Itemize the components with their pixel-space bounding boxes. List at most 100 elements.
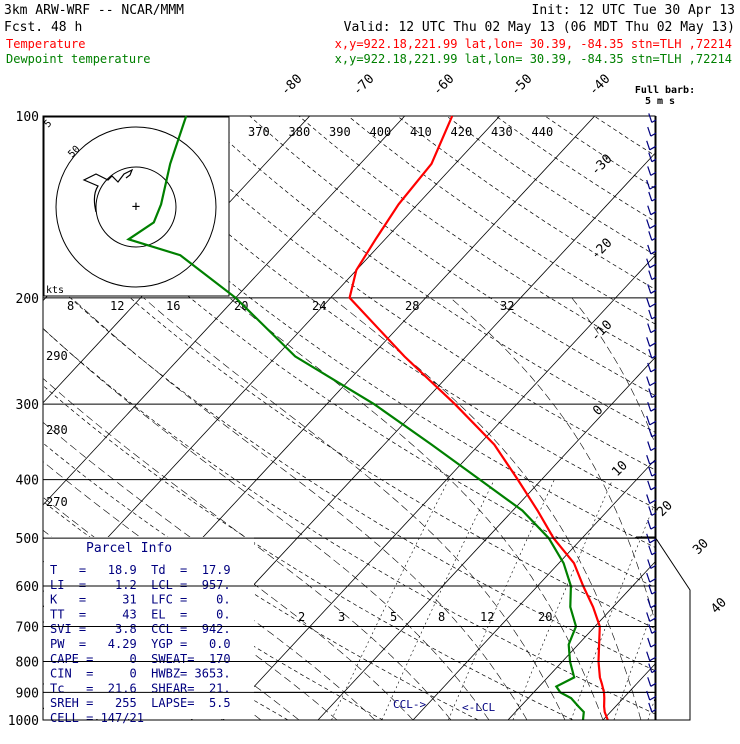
pressure-tick-label: 500 — [16, 532, 39, 547]
isotherm-tick-label: 40 — [708, 595, 730, 617]
dewpoint-legend-label: Dewpoint temperature — [6, 52, 151, 66]
mixing-ratio-tick-label: 20 — [234, 299, 248, 313]
isotherm-tick-label: -80 — [278, 72, 305, 99]
forecast-hour: Fcst. 48 h — [4, 20, 82, 35]
theta-tick-label: 390 — [329, 125, 351, 139]
wind-barb-flag — [649, 624, 652, 633]
pressure-tick-label: 400 — [16, 474, 39, 489]
wind-barb-flag — [647, 219, 650, 228]
lcl-marker: <-LCL — [462, 701, 495, 714]
parcel-info-row: K = 31 LFC = 0. — [50, 593, 231, 607]
moist-adiabat-line — [332, 298, 641, 720]
wind-barb-flag — [648, 559, 651, 568]
dewpoint-location: x,y=922.18,221.99 lat,lon= 30.39, -84.35… — [335, 52, 732, 66]
mixing-ratio-tick-label: 12 — [110, 299, 124, 313]
wind-barb-flag — [648, 442, 651, 451]
theta-tick-label: 430 — [491, 125, 513, 139]
wind-barb-flag — [647, 259, 650, 268]
parcel-info-row: SVI = 3.8 CCL = 942. — [50, 622, 231, 636]
mixing-ratio-tick-label: 16 — [166, 299, 180, 313]
wind-barb-flag — [647, 141, 650, 150]
wind-barb-flag — [649, 546, 652, 555]
isotherm-tick-label: 0 — [590, 403, 606, 419]
init-time: Init: 12 UTC Tue 30 Apr 13 — [532, 3, 736, 18]
wind-barb-flag — [648, 677, 651, 686]
pressure-tick-label: 100 — [16, 110, 39, 125]
hodograph-units: kts — [46, 285, 64, 296]
mixing-ratio-line — [722, 480, 740, 720]
wind-barb-flag — [648, 245, 651, 254]
mixing-ratio-tick-label: 32 — [500, 299, 514, 313]
mixing-ratio-tick-label: 8 — [438, 610, 445, 624]
theta-tick-label-low: 280 — [46, 423, 68, 437]
wind-legend-value: 5 m s — [645, 96, 675, 107]
hodograph: + 50 5 kts — [42, 117, 229, 296]
wind-barb-flag — [649, 192, 652, 201]
theta-tick-label: 380 — [289, 125, 311, 139]
isotherm-tick-label: 10 — [609, 458, 631, 480]
temperature-location: x,y=922.18,221.99 lat,lon= 30.39, -84.35… — [335, 37, 732, 51]
isotherm-tick-label: -30 — [588, 152, 615, 179]
parcel-info-rows: T = 18.9 Td = 17.9LI = 1.2 LCL = 957.K =… — [50, 563, 231, 725]
isotherm-line — [318, 116, 740, 720]
parcel-info-row: SREH = 255 LAPSE= 5.5 — [50, 696, 231, 710]
wind-barb-flag — [649, 389, 652, 398]
wind-barb-flag — [648, 402, 651, 411]
wind-barb-flag — [648, 324, 651, 333]
pressure-tick-label: 1000 — [8, 714, 39, 729]
wind-barb-flag — [647, 180, 650, 189]
mixing-ratio-tick-label: 8 — [67, 299, 74, 313]
moist-adiabat-line — [572, 298, 717, 720]
wind-barb-flag — [649, 271, 652, 280]
mixing-ratio-tick-label: 5 — [390, 610, 397, 624]
wind-barb-flag — [648, 520, 651, 529]
dry-adiabat-line — [447, 116, 740, 720]
wind-barb-flag — [649, 467, 652, 476]
pressure-tick-label: 600 — [16, 580, 39, 595]
wind-barb-flag — [649, 310, 652, 319]
isotherm-tick-label: -40 — [586, 72, 613, 99]
isotherm-tick-label: -70 — [350, 72, 377, 99]
dry-adiabat-line — [200, 116, 740, 720]
mixing-ratio-line — [448, 480, 554, 720]
wind-barb-flag — [647, 337, 650, 346]
wind-legend-title: Full barb: — [635, 85, 695, 96]
isotherm-tick-label: -20 — [588, 236, 615, 263]
isotherm-tick-label: -60 — [430, 72, 457, 99]
hodograph-center-icon: + — [132, 199, 140, 215]
pressure-tick-label: 900 — [16, 686, 39, 701]
isotherm-line — [508, 116, 740, 720]
theta-tick-label-low: 290 — [46, 349, 68, 363]
moist-adiabat-line — [678, 298, 740, 720]
wind-barb-flag — [647, 652, 650, 661]
mixing-ratio-tick-label: 12 — [480, 610, 494, 624]
temperature-legend-label: Temperature — [6, 37, 85, 51]
wind-barb-flag — [648, 166, 651, 175]
mixing-ratio-line — [332, 480, 449, 720]
mixing-ratio-tick-label: 3 — [338, 610, 345, 624]
wind-barb-flag — [647, 573, 650, 582]
moist-adiabat-line — [229, 298, 603, 720]
isotherm-line — [698, 116, 740, 720]
model-title: 3km ARW-WRF -- NCAR/MMM — [4, 3, 184, 18]
mixing-ratio-tick-label: 28 — [405, 299, 419, 313]
wind-barb-flag — [648, 481, 651, 490]
mixing-ratio-line — [382, 480, 495, 720]
dry-adiabat-line — [0, 116, 3, 720]
theta-tick-label: 440 — [532, 125, 554, 139]
temperature-trace — [350, 116, 608, 720]
wind-barb-flag — [648, 638, 651, 647]
mixing-ratio-line — [676, 480, 740, 720]
pressure-tick-label: 700 — [16, 620, 39, 635]
theta-tick-label: 420 — [451, 125, 473, 139]
dry-adiabat-line — [496, 116, 740, 720]
parcel-info-row: PW = 4.29 YGP = 0.0 — [50, 637, 231, 651]
parcel-info-title: Parcel Info — [86, 541, 172, 556]
parcel-info-row: CAPE = 0 SWEAT= 170 — [50, 652, 231, 666]
parcel-info-row: CELL = 147/21 — [50, 711, 144, 725]
parcel-info-box: Parcel Info T = 18.9 Td = 17.9LI = 1.2 L… — [44, 537, 254, 725]
wind-barb-flag — [647, 377, 650, 386]
theta-tick-label: 370 — [248, 125, 270, 139]
